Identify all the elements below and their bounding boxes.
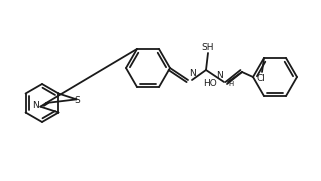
Text: N: N <box>189 69 196 78</box>
Text: N: N <box>216 71 223 80</box>
Text: H: H <box>228 81 233 87</box>
Text: N: N <box>32 101 39 110</box>
Text: HO: HO <box>203 79 217 87</box>
Text: SH: SH <box>202 43 214 52</box>
Text: S: S <box>75 96 80 105</box>
Text: Cl: Cl <box>256 74 265 83</box>
